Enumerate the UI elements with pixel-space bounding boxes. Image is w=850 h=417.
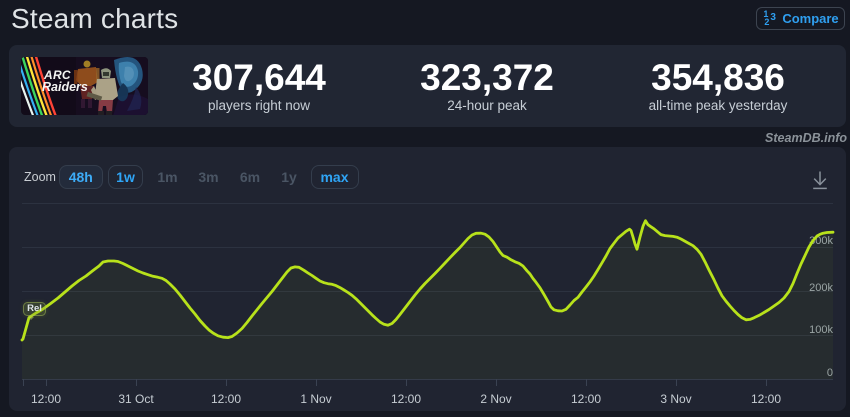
svg-text:Raiders: Raiders — [42, 80, 88, 94]
svg-text:ARC: ARC — [43, 68, 71, 82]
